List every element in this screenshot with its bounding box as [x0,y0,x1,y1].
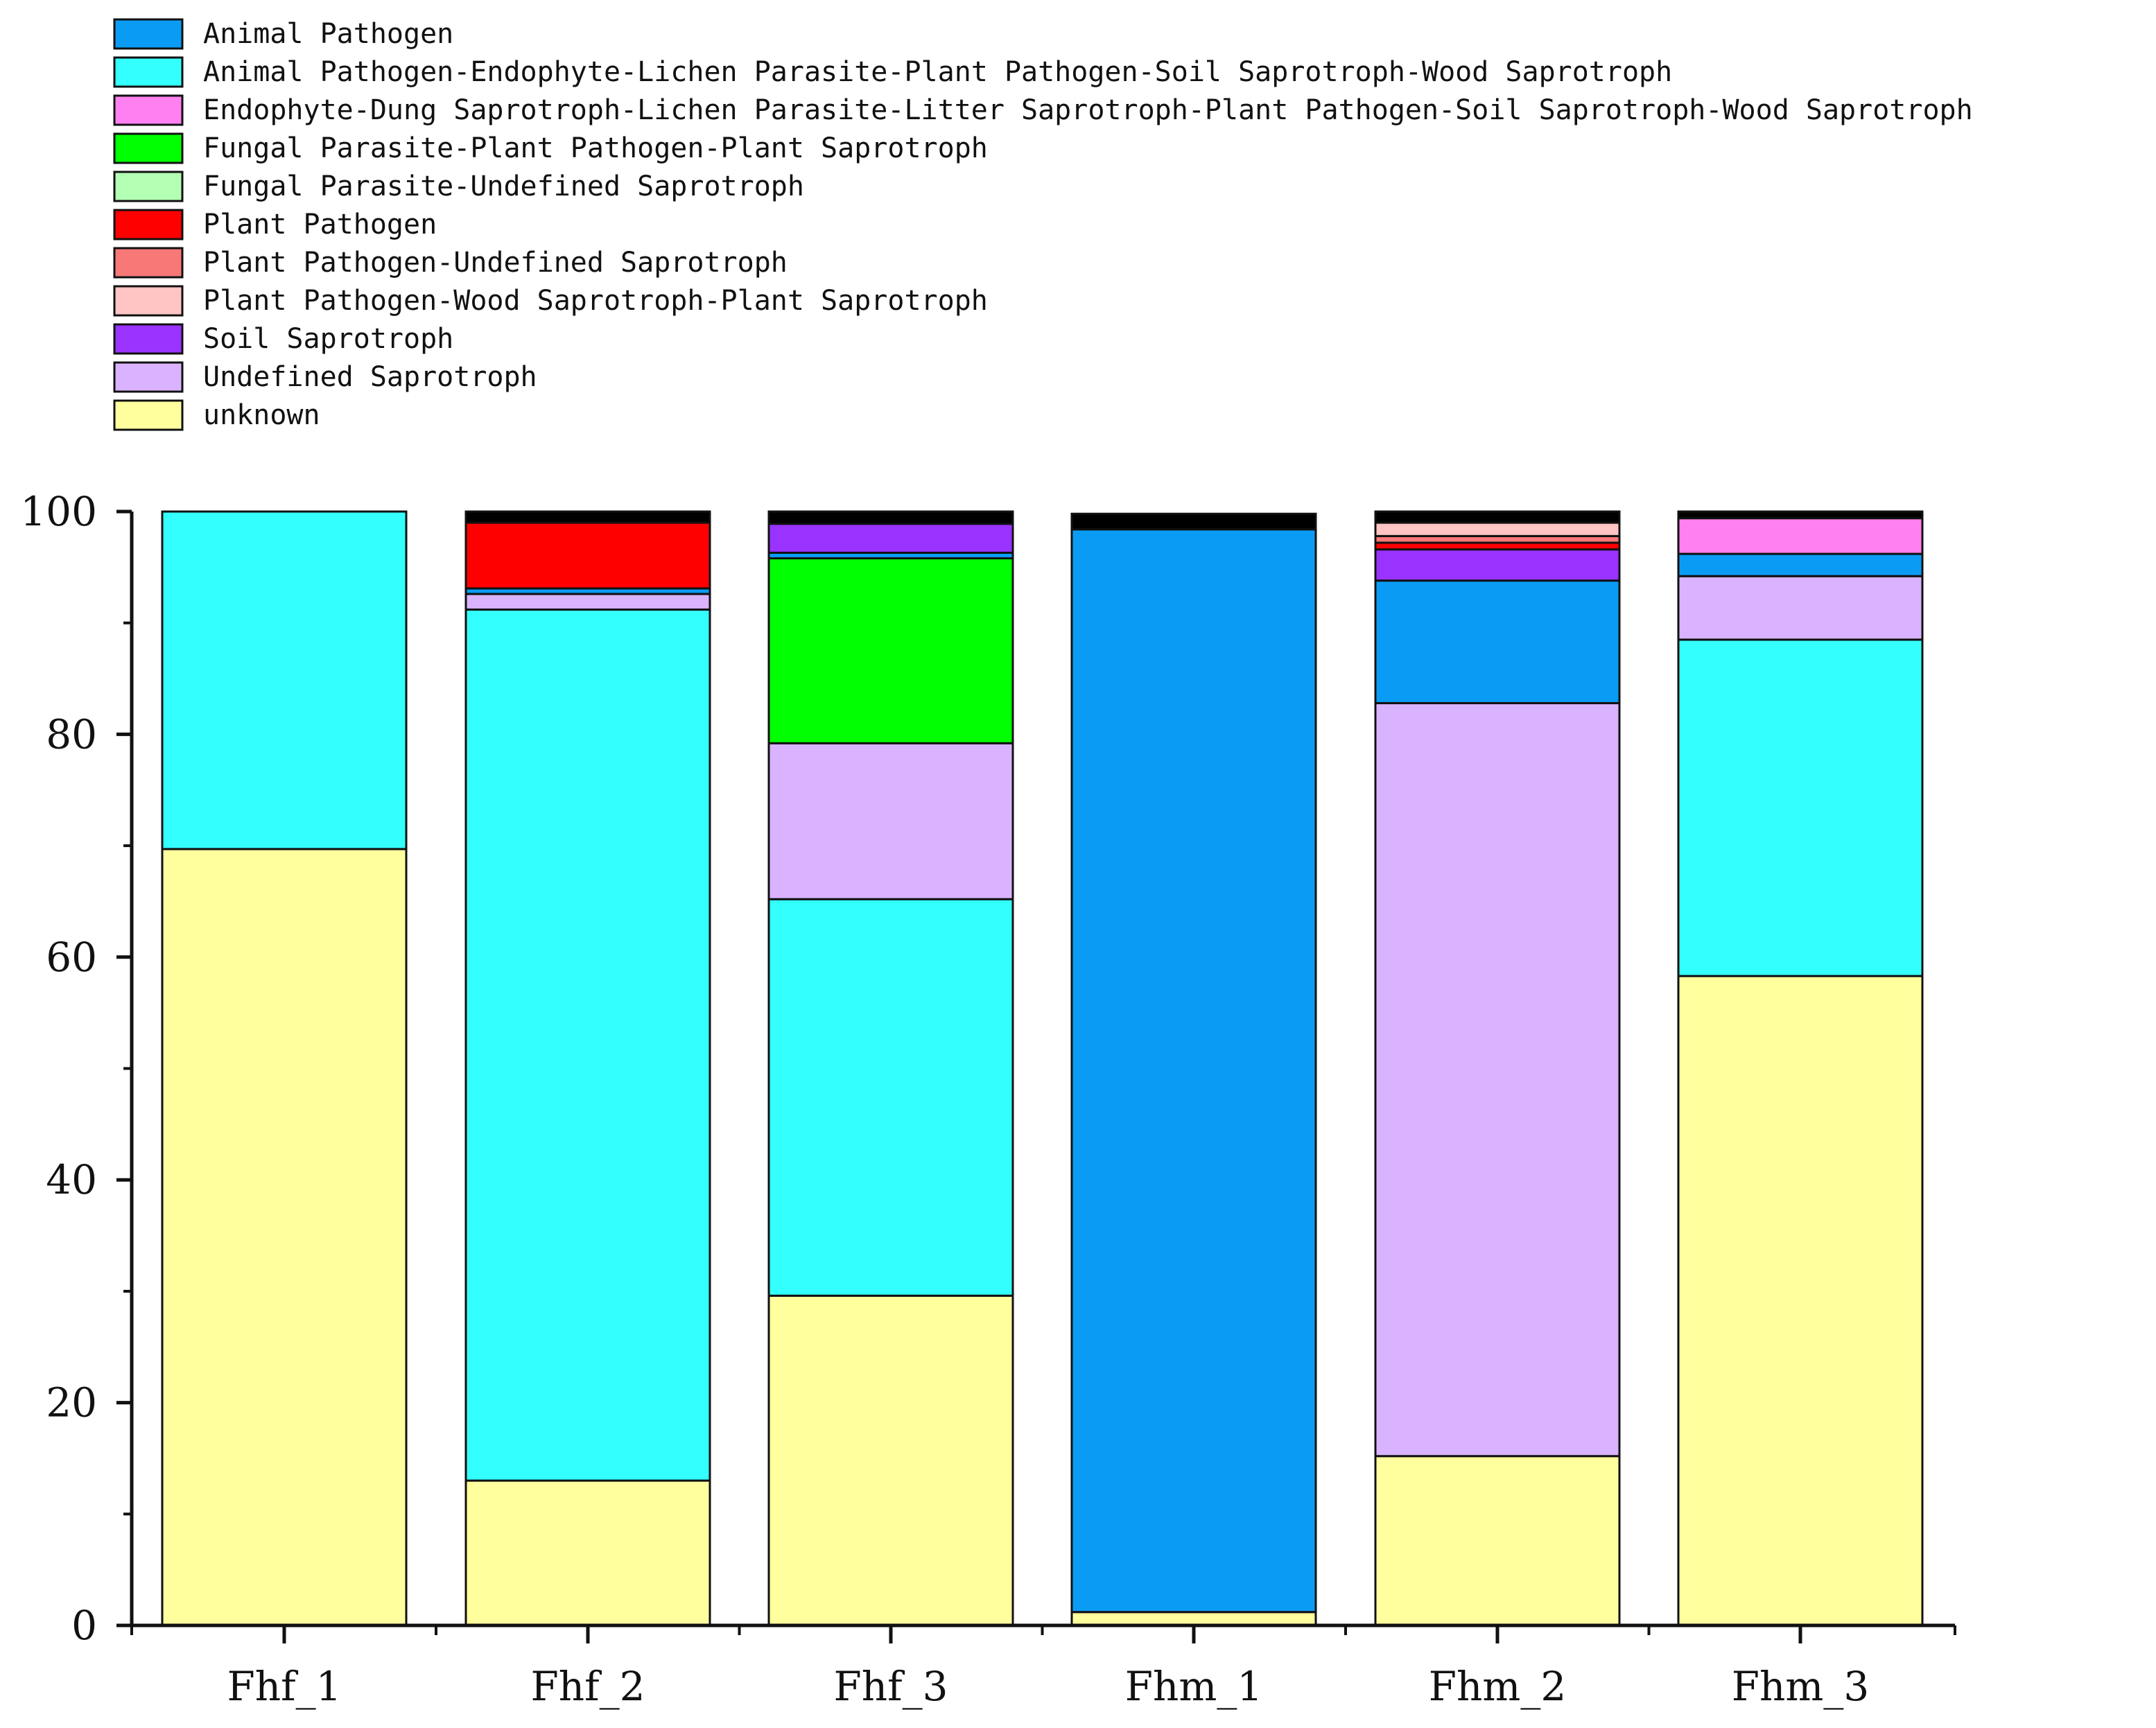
bar-segment [767,523,1014,554]
bar-segment [464,521,711,590]
legend-swatch [113,399,184,431]
legend: Animal Pathogen Animal Pathogen-Endophyte… [113,18,1973,431]
legend-swatch [113,56,184,88]
axes-group: 0 20 40 60 80 100 Fhf_1 Fhf_2 Fhf_3 Fhm_1 Fhm_2 Fhm… [20,488,1956,1710]
y-tick-label: 80 [46,710,97,758]
bar-segment [767,742,1014,900]
legend-swatch [113,132,184,164]
bar-segment [161,510,408,850]
bar-segment [464,1479,711,1627]
legend-label: Fungal Parasite-Undefined Saprotroph [203,171,804,202]
legend-swatch [113,94,184,126]
legend-label: Plant Pathogen-Wood Saprotroph-Plant Sap… [203,285,988,317]
legend-swatch [113,171,184,202]
bar-segment [1677,552,1924,577]
x-category-label: Fhf_2 [531,1663,645,1710]
bar-segment [1374,510,1621,524]
bar-segment [767,557,1014,744]
bar-segment [161,848,408,1627]
y-tick-label: 40 [46,1156,97,1203]
bar-segment [1677,975,1924,1627]
legend-swatch [113,323,184,355]
legend-swatch [113,361,184,393]
x-category-label: Fhf_1 [227,1663,342,1710]
bar-segment [1677,510,1924,520]
bar-segment [767,898,1014,1297]
bar-segment [1070,512,1317,531]
y-tick-label: 100 [20,488,97,535]
legend-swatch [113,18,184,50]
bar-segment [1070,1611,1317,1627]
x-category-label: Fhf_3 [834,1663,948,1710]
bar-segment [1677,517,1924,555]
legend-label: Fungal Parasite-Plant Pathogen-Plant Sap… [203,132,988,164]
legend-swatch [113,209,184,241]
bar-segment [1374,1455,1621,1627]
bar-segment [1070,528,1317,1614]
bar-segment [1374,579,1621,704]
x-category-label: Fhm_1 [1125,1663,1263,1710]
bars-group [161,510,1924,1627]
bar-segment [767,1294,1014,1627]
legend-label: Soil Saprotroph [203,323,453,355]
bar-segment [464,593,711,611]
x-category-label: Fhm_2 [1429,1663,1567,1710]
plot-area: 0 20 40 60 80 100 Fhf_1 Fhf_2 Fhf_3 Fhm_1 Fhm_2 Fhm… [20,488,1956,1710]
y-tick-label: 0 [71,1602,97,1649]
legend-label: unknown [203,399,320,431]
legend-label: Animal Pathogen-Endophyte-Lichen Parasit… [203,56,1672,88]
y-tick-label: 20 [46,1379,97,1426]
bar-segment [1374,701,1621,1458]
legend-label: Plant Pathogen [203,209,437,241]
y-tick-label: 60 [46,934,97,981]
legend-label: Plant Pathogen-Undefined Saprotroph [203,247,788,279]
legend-swatch [113,285,184,317]
legend-label: Endophyte-Dung Saprotroph-Lichen Parasit… [203,94,1973,126]
bar-segment [767,510,1014,525]
legend-label: Animal Pathogen [203,18,453,50]
legend-swatch [113,247,184,279]
bar-segment [464,608,711,1482]
bar-segment [1374,548,1621,582]
bar-segment [464,510,711,524]
bar-segment [1677,638,1924,977]
bar-segment [1677,575,1924,641]
bar-segment [1374,521,1621,537]
x-category-label: Fhm_3 [1732,1663,1870,1710]
legend-label: Undefined Saprotroph [203,361,537,393]
